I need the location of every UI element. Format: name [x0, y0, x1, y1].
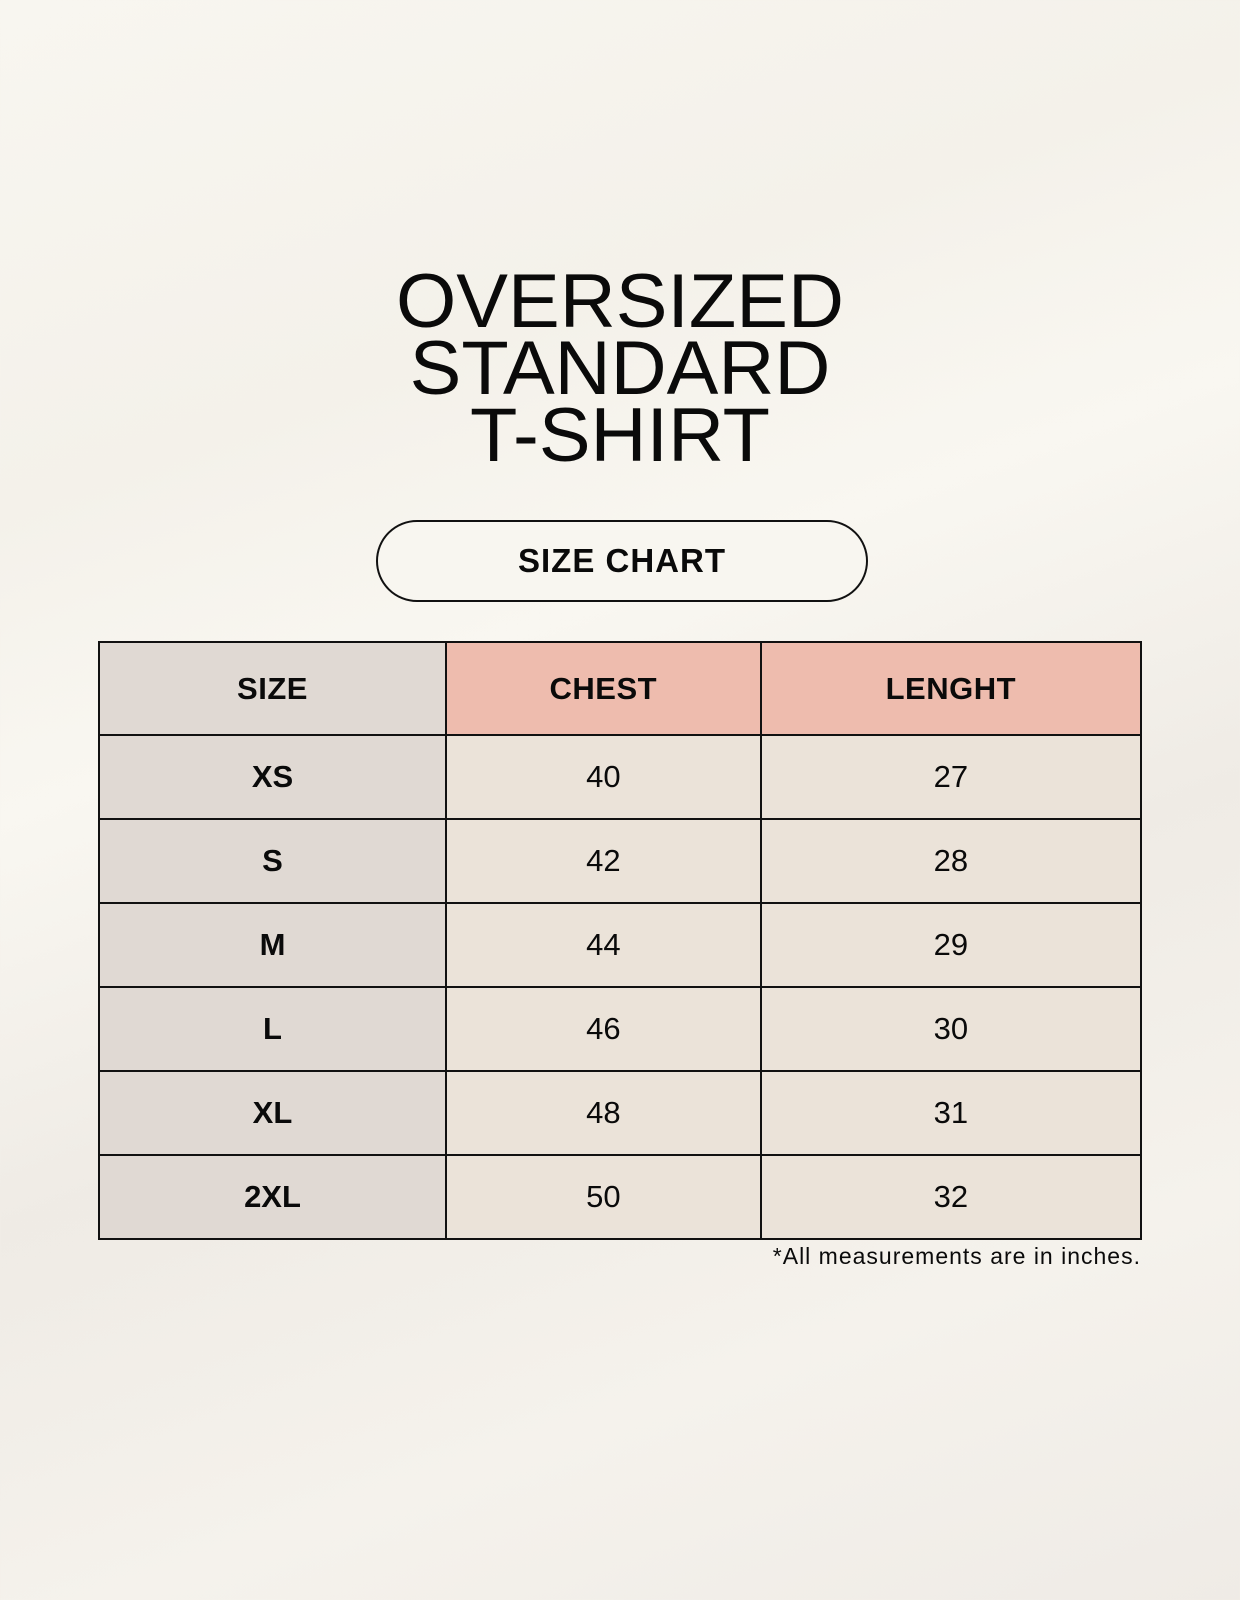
cell-length: 28 — [759, 818, 1143, 904]
title-line: STANDARD — [409, 326, 831, 411]
header-chest: CHEST — [444, 641, 762, 736]
table-row: L 46 30 — [98, 986, 1143, 1072]
cell-size: L — [98, 986, 447, 1072]
cell-size: M — [98, 902, 447, 988]
cell-chest: 46 — [444, 986, 762, 1072]
table-row: XS 40 27 — [98, 734, 1143, 820]
table-row: M 44 29 — [98, 902, 1143, 988]
cell-chest: 42 — [444, 818, 762, 904]
cell-size: XL — [98, 1070, 447, 1156]
header-length: LENGHT — [759, 641, 1143, 736]
cell-chest: 48 — [444, 1070, 762, 1156]
size-chart-badge: SIZE CHART — [376, 520, 868, 602]
table-row: XL 48 31 — [98, 1070, 1143, 1156]
cell-chest: 50 — [444, 1154, 762, 1240]
title-line: T-SHIRT — [469, 393, 771, 478]
cell-length: 32 — [759, 1154, 1143, 1240]
cell-length: 27 — [759, 734, 1143, 820]
size-table: SIZE CHEST LENGHT XS 40 27 S 42 28 M 44 29 L 46 30 X… — [98, 641, 1143, 1240]
table-row: S 42 28 — [98, 818, 1143, 904]
cell-size: 2XL — [98, 1154, 447, 1240]
cell-length: 31 — [759, 1070, 1143, 1156]
cell-chest: 40 — [444, 734, 762, 820]
cell-size: S — [98, 818, 447, 904]
cell-length: 29 — [759, 902, 1143, 988]
table-row: 2XL 50 32 — [98, 1154, 1143, 1240]
header-size: SIZE — [98, 641, 447, 736]
table-header-row: SIZE CHEST LENGHT — [98, 641, 1143, 736]
title-line: OVERSIZED — [395, 259, 844, 344]
cell-size: XS — [98, 734, 447, 820]
footnote: *All measurements are in inches. — [772, 1243, 1141, 1269]
cell-length: 30 — [759, 986, 1143, 1072]
cell-chest: 44 — [444, 902, 762, 988]
page-title: OVERSIZED STANDARD T-SHIRT — [0, 259, 1240, 478]
